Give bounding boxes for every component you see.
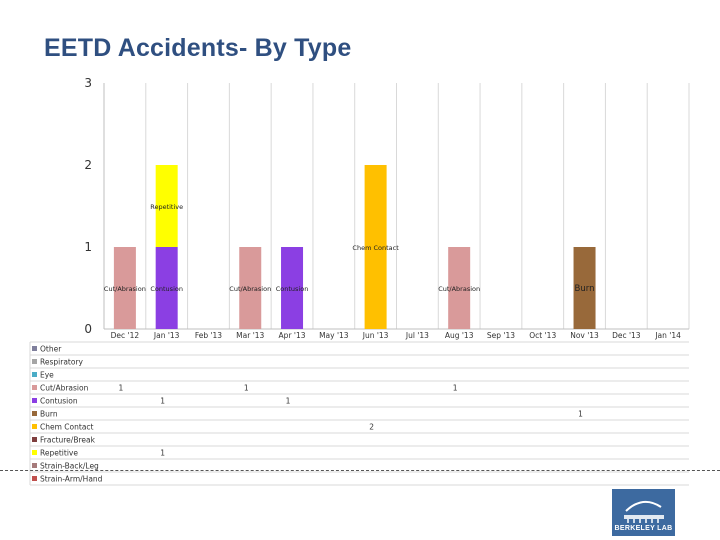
y-tick-label: 0 bbox=[84, 322, 92, 336]
legend-swatch-strain-arm-hand bbox=[32, 476, 37, 481]
bottom-divider bbox=[0, 470, 720, 471]
y-tick-label: 3 bbox=[84, 76, 92, 90]
legend-swatch-eye bbox=[32, 372, 37, 377]
legend-label-chem-contact: Chem Contact bbox=[40, 423, 94, 432]
legend-swatch-contusion bbox=[32, 398, 37, 403]
legend-label-contusion: Contusion bbox=[40, 397, 78, 406]
bar-label: Chem Contact bbox=[352, 244, 399, 252]
bar-label: Burn bbox=[575, 284, 595, 294]
page-title: EETD Accidents- By Type bbox=[44, 34, 352, 62]
x-tick-label: Dec '12 bbox=[111, 331, 140, 340]
x-tick-label: Jan '13 bbox=[153, 331, 180, 340]
logo-text: BERKELEY LAB bbox=[614, 525, 673, 532]
y-tick-label: 1 bbox=[84, 240, 92, 254]
x-tick-label: Aug '13 bbox=[445, 331, 474, 340]
x-tick-label: May '13 bbox=[319, 331, 349, 340]
x-tick-label: Jun '13 bbox=[362, 331, 389, 340]
lab-building-icon bbox=[624, 500, 664, 523]
bar-label: Cut/Abrasion bbox=[438, 285, 480, 293]
x-tick-label: Jan '14 bbox=[654, 331, 681, 340]
bar-label: Cut/Abrasion bbox=[229, 285, 271, 293]
legend-swatch-strain-back-leg bbox=[32, 463, 37, 468]
bar-label: Repetitive bbox=[150, 203, 183, 211]
bar-repetitive bbox=[155, 165, 178, 247]
legend-swatch-chem-contact bbox=[32, 424, 37, 429]
table-cell-value: 1 bbox=[286, 397, 291, 406]
table-cell-value: 1 bbox=[244, 384, 249, 393]
legend-label-burn: Burn bbox=[40, 410, 58, 419]
table-cell-value: 1 bbox=[119, 384, 124, 393]
bar-chem-contact bbox=[364, 165, 387, 329]
table-cell-value: 1 bbox=[160, 397, 165, 406]
legend-label-other: Other bbox=[40, 345, 62, 354]
x-tick-label: Apr '13 bbox=[279, 331, 306, 340]
legend-label-repetitive: Repetitive bbox=[40, 449, 78, 458]
bar-contusion bbox=[281, 247, 304, 329]
legend-swatch-fracture-break bbox=[32, 437, 37, 442]
legend-swatch-burn bbox=[32, 411, 37, 416]
legend-label-fracture-break: Fracture/Break bbox=[40, 436, 96, 445]
table-cell-value: 1 bbox=[453, 384, 458, 393]
x-tick-label: Feb '13 bbox=[195, 331, 222, 340]
legend-label-strain-arm-hand: Strain-Arm/Hand bbox=[40, 475, 103, 484]
bar-label: Contusion bbox=[276, 285, 309, 293]
legend-swatch-respiratory bbox=[32, 359, 37, 364]
x-tick-label: Sep '13 bbox=[487, 331, 515, 340]
x-tick-label: Oct '13 bbox=[529, 331, 556, 340]
table-cell-value: 1 bbox=[578, 410, 583, 419]
bar-label: Cut/Abrasion bbox=[104, 285, 146, 293]
bar-contusion bbox=[155, 247, 178, 329]
bar-cut-abrasion bbox=[448, 247, 471, 329]
berkeley-lab-logo: BERKELEY LAB bbox=[612, 489, 675, 536]
x-tick-label: Nov '13 bbox=[570, 331, 599, 340]
legend-label-eye: Eye bbox=[40, 371, 54, 380]
x-tick-label: Mar '13 bbox=[236, 331, 264, 340]
table-cell-value: 1 bbox=[160, 449, 165, 458]
x-tick-label: Jul '13 bbox=[405, 331, 429, 340]
bar-label: Contusion bbox=[150, 285, 183, 293]
bar-cut-abrasion bbox=[239, 247, 262, 329]
bar-burn bbox=[573, 247, 596, 329]
table-cell-value: 2 bbox=[369, 423, 374, 432]
legend-swatch-repetitive bbox=[32, 450, 37, 455]
legend-label-respiratory: Respiratory bbox=[40, 358, 84, 367]
legend-label-cut-abrasion: Cut/Abrasion bbox=[40, 384, 89, 393]
y-tick-label: 2 bbox=[84, 158, 92, 172]
legend-swatch-other bbox=[32, 346, 37, 351]
x-tick-label: Dec '13 bbox=[612, 331, 641, 340]
bar-cut-abrasion bbox=[113, 247, 136, 329]
legend-label-strain-back-leg: Strain-Back/Leg bbox=[40, 462, 99, 471]
legend-swatch-cut-abrasion bbox=[32, 385, 37, 390]
